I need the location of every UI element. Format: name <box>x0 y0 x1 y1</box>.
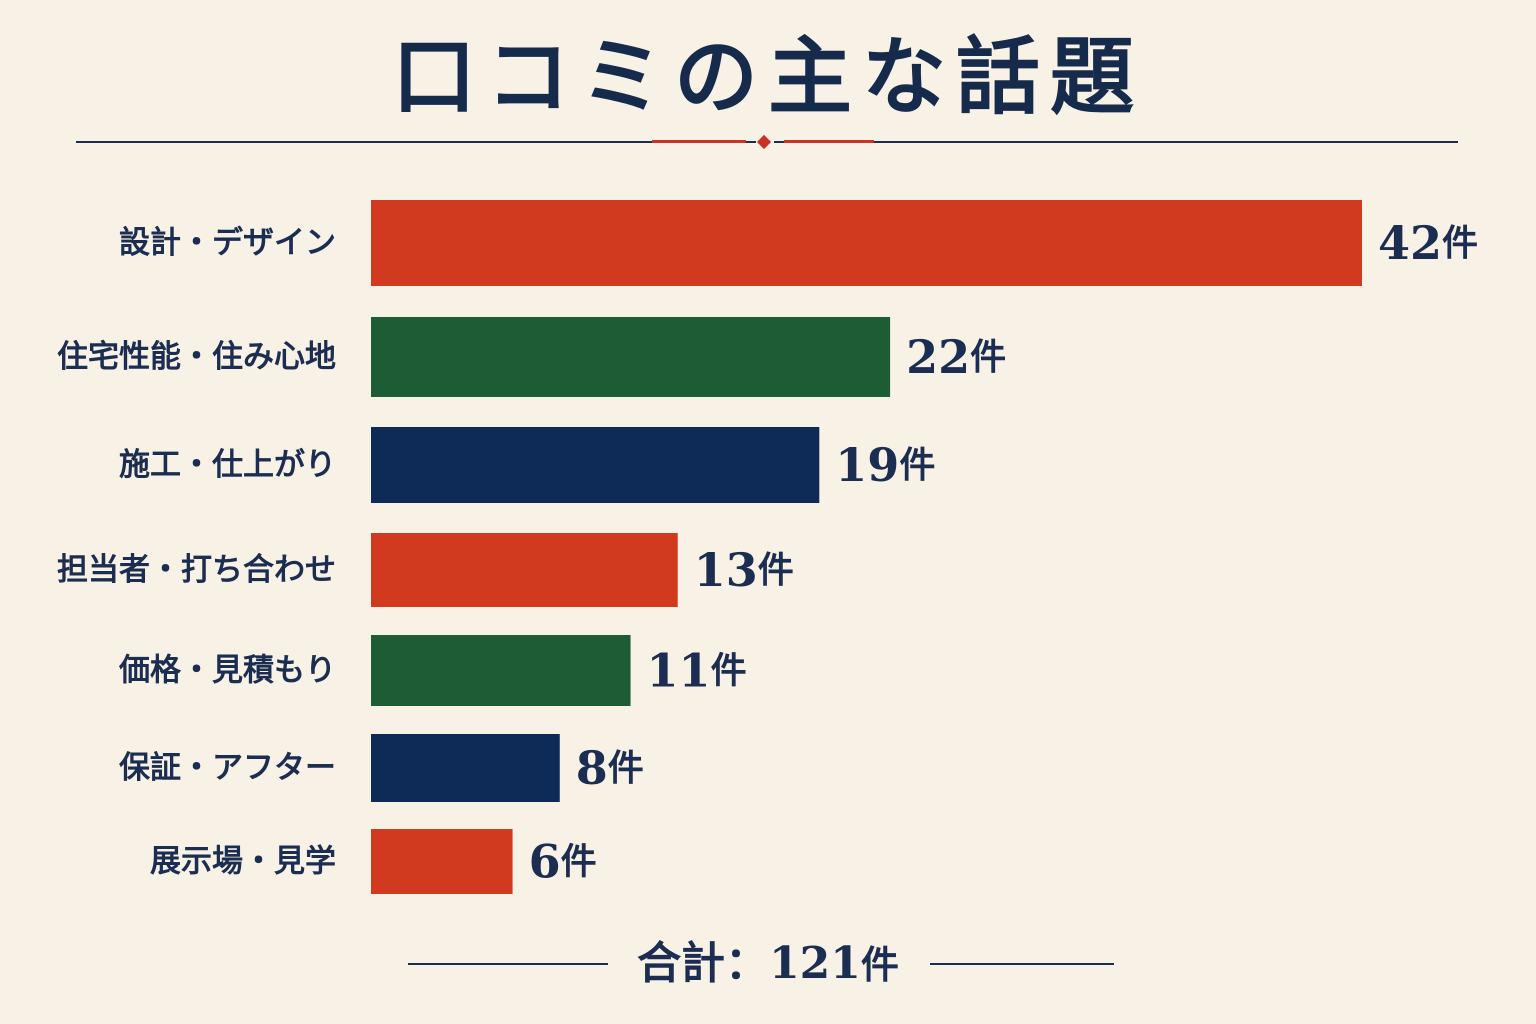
bar <box>371 533 678 607</box>
total-row: 合計：121件 <box>0 932 1536 996</box>
total-summary: 合計：121件 <box>620 932 916 997</box>
bar <box>371 734 560 802</box>
total-unit: 件 <box>860 942 899 987</box>
category-label: 担当者・打ち合わせ <box>57 552 336 588</box>
total-value: 121 <box>769 938 861 989</box>
bar <box>371 200 1362 286</box>
bar <box>371 317 891 397</box>
page-title: 口コミの主な話題 <box>391 27 1144 126</box>
data-label: 11件 <box>647 644 747 698</box>
data-label: 19件 <box>835 438 935 492</box>
category-label: 施工・仕上がり <box>119 447 336 483</box>
bar <box>371 829 513 894</box>
title-divider-accent-left <box>652 140 746 143</box>
category-label: 価格・見積もり <box>118 653 336 689</box>
data-label: 42件 <box>1378 216 1478 270</box>
title-divider-right <box>774 141 1458 143</box>
category-label: 設計・デザイン <box>119 225 336 261</box>
title-divider-left <box>76 141 756 143</box>
data-label: 8件 <box>576 741 644 795</box>
category-label: 保証・アフター <box>119 750 336 786</box>
data-label: 6件 <box>529 835 597 889</box>
category-label: 展示場・見学 <box>150 844 336 880</box>
bar <box>371 635 631 706</box>
total-label: 合計： <box>637 938 770 989</box>
title-divider-accent-right <box>784 140 874 143</box>
total-divider-left <box>408 963 608 965</box>
category-label: 住宅性能・住み心地 <box>57 339 336 375</box>
data-label: 13件 <box>694 543 794 597</box>
bar <box>371 427 820 503</box>
total-divider-right <box>930 963 1114 965</box>
data-label: 22件 <box>906 330 1006 384</box>
